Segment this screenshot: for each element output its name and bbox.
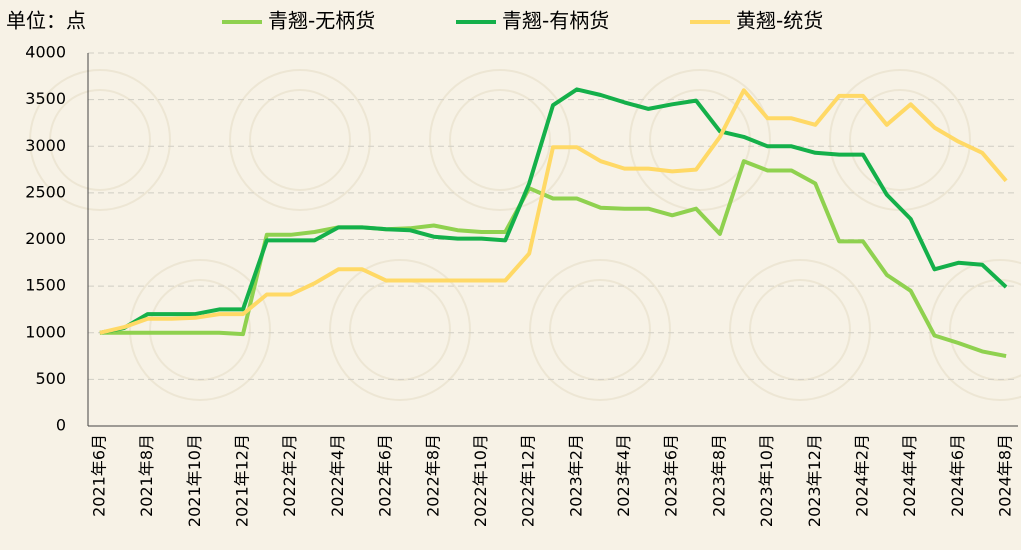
y-tick-label: 2000 — [25, 229, 66, 248]
y-tick-label: 2500 — [25, 182, 66, 201]
x-tick-label: 2024年4月 — [900, 434, 919, 517]
legend-label: 青翘-无柄货 — [268, 9, 375, 33]
y-tick-label: 1000 — [25, 322, 66, 341]
x-tick-label: 2023年8月 — [709, 434, 728, 517]
x-tick-label: 2022年6月 — [376, 434, 395, 517]
x-tick-label: 2021年8月 — [137, 434, 156, 517]
x-tick-label: 2024年2月 — [853, 434, 872, 517]
x-tick-label: 2024年6月 — [948, 434, 967, 517]
x-tick-label: 2023年4月 — [614, 434, 633, 517]
legend-label: 黄翘-统货 — [736, 9, 823, 33]
series-line — [99, 88, 1008, 335]
y-tick-label: 4000 — [25, 43, 66, 62]
y-tick-label: 500 — [35, 369, 66, 388]
x-tick-label: 2023年10月 — [757, 434, 776, 527]
x-tick-label: 2022年10月 — [471, 434, 490, 527]
y-tick-label: 3000 — [25, 136, 66, 155]
series-line — [99, 159, 1007, 359]
series-line — [99, 87, 1008, 335]
x-tick-label: 2021年12月 — [233, 434, 252, 527]
y-tick-label: 1500 — [25, 276, 66, 295]
y-tick-label: 0 — [56, 416, 66, 435]
x-tick-label: 2022年12月 — [519, 434, 538, 527]
legend-label: 青翘-有柄货 — [502, 9, 609, 33]
x-tick-label: 2022年8月 — [423, 434, 442, 517]
x-tick-label: 2023年6月 — [662, 434, 681, 517]
x-tick-label: 2024年8月 — [996, 434, 1015, 517]
x-tick-label: 2021年6月 — [89, 434, 108, 517]
unit-label: 单位：点 — [6, 9, 86, 33]
y-tick-label: 3500 — [25, 89, 66, 108]
x-tick-label: 2023年12月 — [805, 434, 824, 527]
x-tick-label: 2022年2月 — [280, 434, 299, 517]
x-tick-label: 2022年4月 — [328, 434, 347, 517]
background-pattern — [29, 69, 1021, 401]
x-tick-label: 2021年10月 — [185, 434, 204, 527]
x-tick-label: 2023年2月 — [566, 434, 585, 517]
